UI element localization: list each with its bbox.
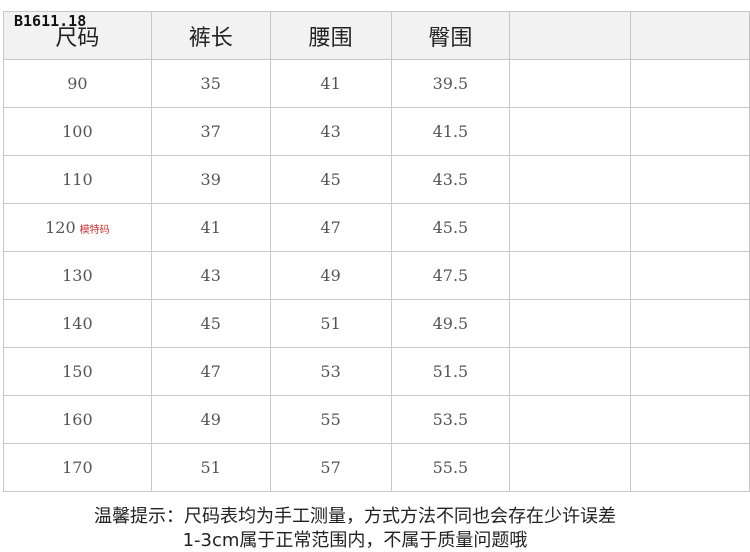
cell-size: 110: [3, 155, 152, 204]
table-row: 100 37 43 41.5: [3, 107, 750, 156]
table-row: 120 模特码 41 47 45.5: [3, 203, 750, 252]
model-size-note: 模特码: [79, 225, 110, 236]
cell-empty: [509, 107, 632, 156]
size-value: 170: [62, 458, 93, 477]
cell-waist: 53: [269, 347, 392, 396]
cell-hip: 41.5: [390, 107, 511, 156]
table-row: 150 47 53 51.5: [3, 347, 750, 396]
cell-hip: 39.5: [390, 59, 511, 108]
header-empty: [630, 11, 750, 60]
cell-length: 39: [150, 155, 271, 204]
cell-empty: [509, 347, 632, 396]
table-row: 170 51 57 55.5: [3, 443, 750, 492]
cell-empty: [630, 299, 750, 348]
cell-size: 160: [3, 395, 152, 444]
cell-length: 45: [150, 299, 271, 348]
size-value: 120: [45, 218, 76, 237]
cell-empty: [630, 155, 750, 204]
size-value: 90: [67, 74, 88, 93]
tip-line-2: 1-3cm属于正常范围内，不属于质量问题哦: [182, 530, 528, 551]
tip-line-1: 温馨提示：尺码表均为手工测量，方式方法不同也会存在少许误差: [94, 506, 616, 527]
cell-empty: [630, 443, 750, 492]
cell-empty: [509, 443, 632, 492]
cell-waist: 41: [269, 59, 392, 108]
cell-empty: [630, 347, 750, 396]
cell-empty: [509, 155, 632, 204]
cell-empty: [509, 203, 632, 252]
header-size: 尺码: [3, 11, 152, 60]
cell-length: 47: [150, 347, 271, 396]
size-chart-table: 尺码 裤长 腰围 臀围 90 35 41 39.5 100 37 43 41.5 1…: [3, 11, 750, 492]
table-row: 140 45 51 49.5: [3, 299, 750, 348]
cell-hip: 51.5: [390, 347, 511, 396]
cell-size: 120 模特码: [3, 203, 152, 252]
cell-hip: 55.5: [390, 443, 511, 492]
cell-size: 140: [3, 299, 152, 348]
cell-size: 170: [3, 443, 152, 492]
cell-empty: [630, 107, 750, 156]
cell-length: 37: [150, 107, 271, 156]
cell-waist: 51: [269, 299, 392, 348]
cell-waist: 55: [269, 395, 392, 444]
cell-empty: [630, 251, 750, 300]
header-hip: 臀围: [390, 11, 511, 60]
cell-empty: [509, 299, 632, 348]
cell-hip: 47.5: [390, 251, 511, 300]
cell-empty: [509, 59, 632, 108]
cell-size: 130: [3, 251, 152, 300]
cell-waist: 43: [269, 107, 392, 156]
cell-length: 41: [150, 203, 271, 252]
cell-empty: [630, 395, 750, 444]
size-value: 160: [62, 410, 93, 429]
cell-empty: [630, 203, 750, 252]
cell-size: 150: [3, 347, 152, 396]
size-value: 140: [62, 314, 93, 333]
size-value: 150: [62, 362, 93, 381]
cell-empty: [509, 395, 632, 444]
table-row: 90 35 41 39.5: [3, 59, 750, 108]
header-length: 裤长: [150, 11, 271, 60]
cell-waist: 45: [269, 155, 392, 204]
cell-empty: [630, 59, 750, 108]
cell-empty: [509, 251, 632, 300]
cell-waist: 57: [269, 443, 392, 492]
cell-length: 51: [150, 443, 271, 492]
cell-length: 35: [150, 59, 271, 108]
size-value: 130: [62, 266, 93, 285]
header-waist: 腰围: [269, 11, 392, 60]
header-row: 尺码 裤长 腰围 臀围: [3, 11, 750, 60]
cell-waist: 47: [269, 203, 392, 252]
size-value: 110: [62, 170, 93, 189]
cell-hip: 49.5: [390, 299, 511, 348]
table-row: 130 43 49 47.5: [3, 251, 750, 300]
cell-length: 43: [150, 251, 271, 300]
table-row: 110 39 45 43.5: [3, 155, 750, 204]
cell-hip: 45.5: [390, 203, 511, 252]
cell-size: 100: [3, 107, 152, 156]
table-row: 160 49 55 53.5: [3, 395, 750, 444]
cell-hip: 43.5: [390, 155, 511, 204]
cell-size: 90: [3, 59, 152, 108]
header-empty: [509, 11, 632, 60]
product-code: B1611.18: [14, 12, 87, 30]
size-value: 100: [62, 122, 93, 141]
cell-waist: 49: [269, 251, 392, 300]
cell-length: 49: [150, 395, 271, 444]
cell-hip: 53.5: [390, 395, 511, 444]
